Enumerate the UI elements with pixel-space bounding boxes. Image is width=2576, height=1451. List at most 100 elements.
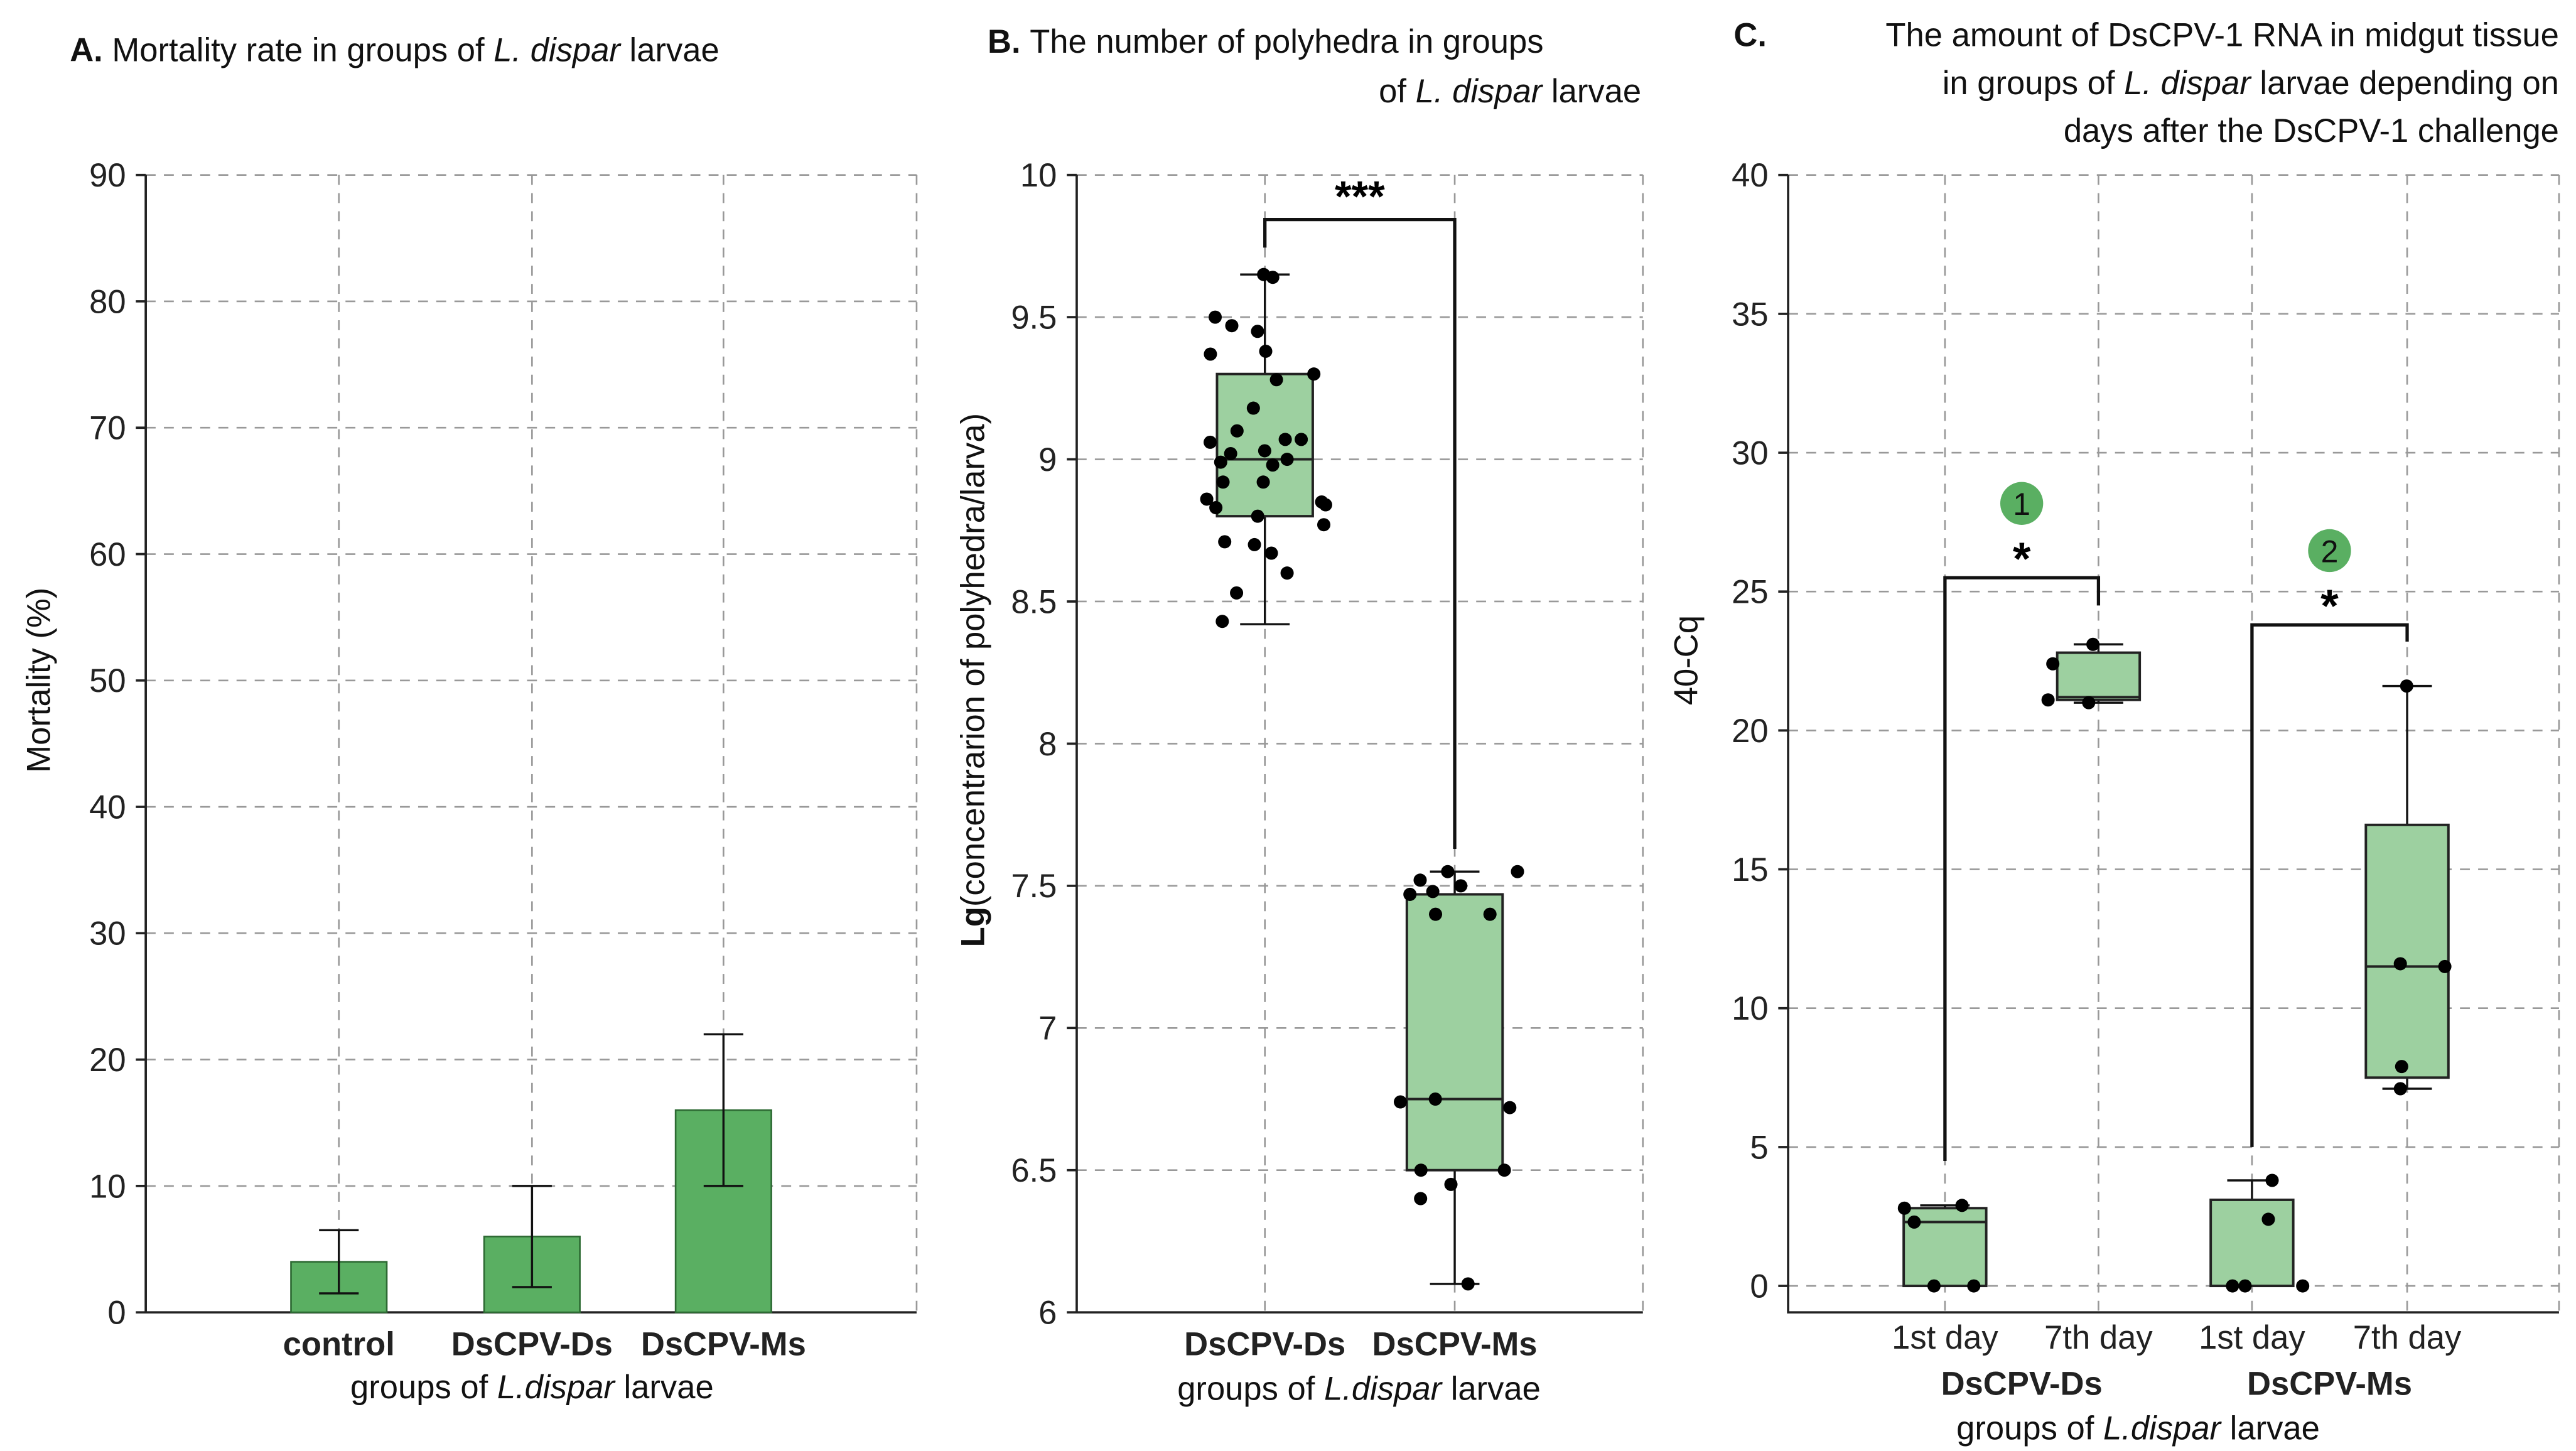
y-tick-label: 6.5: [1011, 1152, 1057, 1189]
x-tick-label: 7th day: [2044, 1319, 2153, 1356]
y-tick-label: 15: [1732, 851, 1768, 888]
data-point: [1266, 271, 1280, 284]
y-tick-label: 60: [89, 536, 126, 573]
y-tick-label: 8.5: [1011, 583, 1057, 620]
data-point: [1403, 887, 1417, 901]
y-tick-label: 40: [89, 789, 126, 826]
data-point: [1224, 446, 1237, 461]
y-tick-label: 90: [89, 157, 126, 194]
data-point: [2261, 1212, 2275, 1226]
data-point: [1307, 367, 1321, 381]
y-tick-label: 7.5: [1011, 868, 1057, 905]
data-point: [1426, 885, 1440, 898]
data-point: [1280, 453, 1294, 467]
data-point: [1214, 455, 1227, 469]
box: [2364, 823, 2450, 1079]
data-point: [1200, 492, 1214, 506]
box: [2056, 651, 2142, 701]
y-tick-label: 25: [1732, 574, 1768, 611]
y-tick-label: 20: [1732, 713, 1768, 750]
data-point: [1955, 1199, 1969, 1212]
data-point: [1280, 566, 1294, 580]
comparison-badge: [2000, 482, 2044, 525]
axes: [1075, 175, 1643, 1313]
data-point: [2041, 693, 2055, 707]
y-tick-label: 0: [1750, 1268, 1768, 1305]
data-point: [1278, 433, 1292, 446]
data-point: [1216, 475, 1230, 489]
y-tick-label: 20: [89, 1042, 126, 1079]
data-point: [1230, 424, 1244, 438]
data-point: [1483, 907, 1497, 921]
group-label: DsCPV-Ds: [1941, 1366, 2103, 1403]
significance-bracket: [1263, 218, 1457, 849]
data-point: [1251, 325, 1264, 338]
axes: [1787, 175, 2559, 1313]
panel-a-title: A. Mortality rate in groups of L. dispar…: [70, 31, 719, 68]
data-point: [1428, 907, 1443, 921]
panel-c-title-line1: The amount of DsCPV-1 RNA in midgut tiss…: [1885, 17, 2558, 54]
data-point: [2393, 957, 2407, 971]
y-tick-label: 30: [89, 915, 126, 952]
x-tick-label: DsCPV-Ds: [1184, 1326, 1345, 1363]
error-bar: [512, 1185, 552, 1288]
panel-c-title-line3: days after the DsCPV-1 challenge: [2064, 112, 2559, 149]
data-point: [1414, 1192, 1428, 1206]
x-tick-label: DsCPV-Ds: [451, 1326, 613, 1363]
panel-c-title-line2: in groups of L. dispar larvae depending …: [1943, 65, 2559, 102]
data-point: [1444, 1177, 1458, 1191]
axes: [144, 175, 917, 1313]
panel-c-xlabel: groups of L.dispar larvae: [1956, 1410, 2320, 1447]
y-tick-label: 9.5: [1011, 299, 1057, 337]
data-point: [1454, 879, 1468, 893]
data-point: [1393, 1095, 1408, 1109]
y-tick-label: 30: [1732, 434, 1768, 472]
x-tick-label: control: [283, 1326, 395, 1363]
panel-b-title-line2: of L. dispar larvae: [1379, 73, 1641, 110]
data-point: [1225, 319, 1239, 333]
significance-bracket: [1943, 576, 2101, 1162]
data-point: [1204, 347, 1217, 361]
data-point: [2393, 1082, 2407, 1096]
y-tick-label: 10: [1732, 990, 1768, 1027]
data-point: [1251, 509, 1264, 523]
data-point: [2086, 637, 2100, 651]
data-point: [1246, 401, 1260, 415]
panel-c: 0 5 10 15 20 25 30 35 40 1st day 7th day 1st day 7th…: [1732, 157, 2560, 1403]
data-point: [1497, 1163, 1511, 1177]
data-point: [1209, 310, 1222, 324]
panel-c-label: C.: [1733, 17, 1767, 54]
data-point: [2046, 657, 2060, 671]
y-tick-label: 6: [1038, 1295, 1057, 1332]
data-point: [1461, 1277, 1475, 1291]
data-point: [2226, 1279, 2239, 1293]
error-bar: [319, 1229, 359, 1295]
panel-b-xlabel: groups of L.dispar larvae: [1177, 1370, 1541, 1407]
data-point: [1907, 1215, 1921, 1229]
data-point: [1414, 1163, 1428, 1177]
data-point: [1927, 1279, 1941, 1293]
y-tick-label: 35: [1732, 296, 1768, 333]
data-point: [1269, 373, 1283, 387]
y-tick-label: 0: [107, 1295, 126, 1332]
data-point: [1215, 615, 1229, 628]
x-tick-label: DsCPV-Ms: [1372, 1326, 1538, 1363]
data-point: [1256, 475, 1270, 489]
data-point: [1317, 518, 1331, 532]
data-point: [1209, 501, 1223, 515]
group-label: DsCPV-Ms: [2247, 1366, 2412, 1403]
significance-bracket: [2250, 623, 2409, 1147]
data-point: [1218, 535, 1232, 549]
y-tick-label: 8: [1038, 726, 1057, 763]
y-tick-label: 10: [1020, 157, 1057, 194]
data-point: [1897, 1201, 1911, 1215]
data-point: [1413, 873, 1427, 887]
data-point: [1503, 1101, 1517, 1114]
panel-a: 0 10 20 30 40 50 60 70 80 90 control DsCPV-Ds DsCPV-…: [89, 157, 918, 1363]
x-tick-label: 1st day: [1892, 1319, 1998, 1356]
data-point: [2082, 696, 2096, 709]
x-tick-label: 1st day: [2199, 1319, 2305, 1356]
data-point: [1967, 1279, 1981, 1293]
y-tick-label: 10: [89, 1168, 126, 1205]
